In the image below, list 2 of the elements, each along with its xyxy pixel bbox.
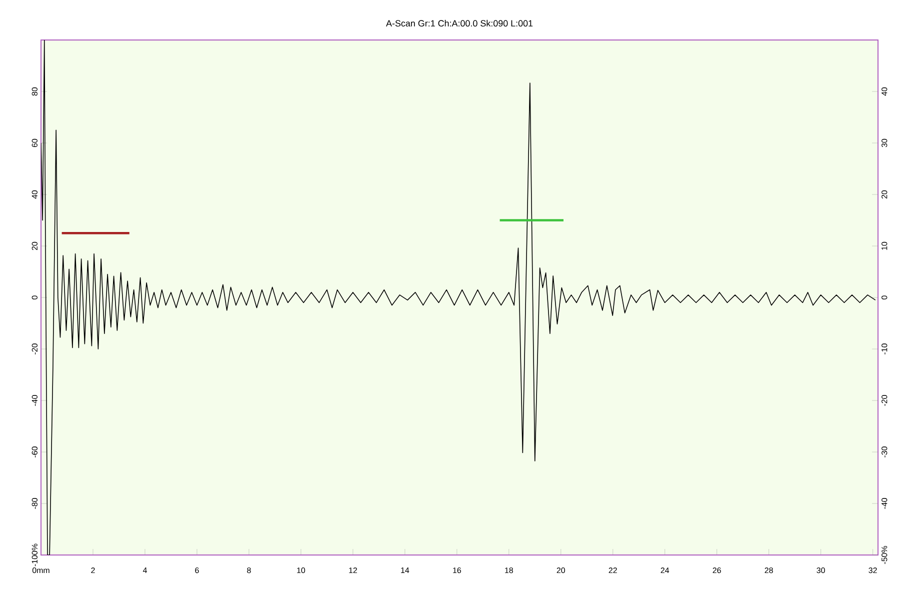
line-series <box>41 40 876 555</box>
chart-title: A-Scan Gr:1 Ch:A:00.0 Sk:090 L:001 <box>386 20 533 27</box>
